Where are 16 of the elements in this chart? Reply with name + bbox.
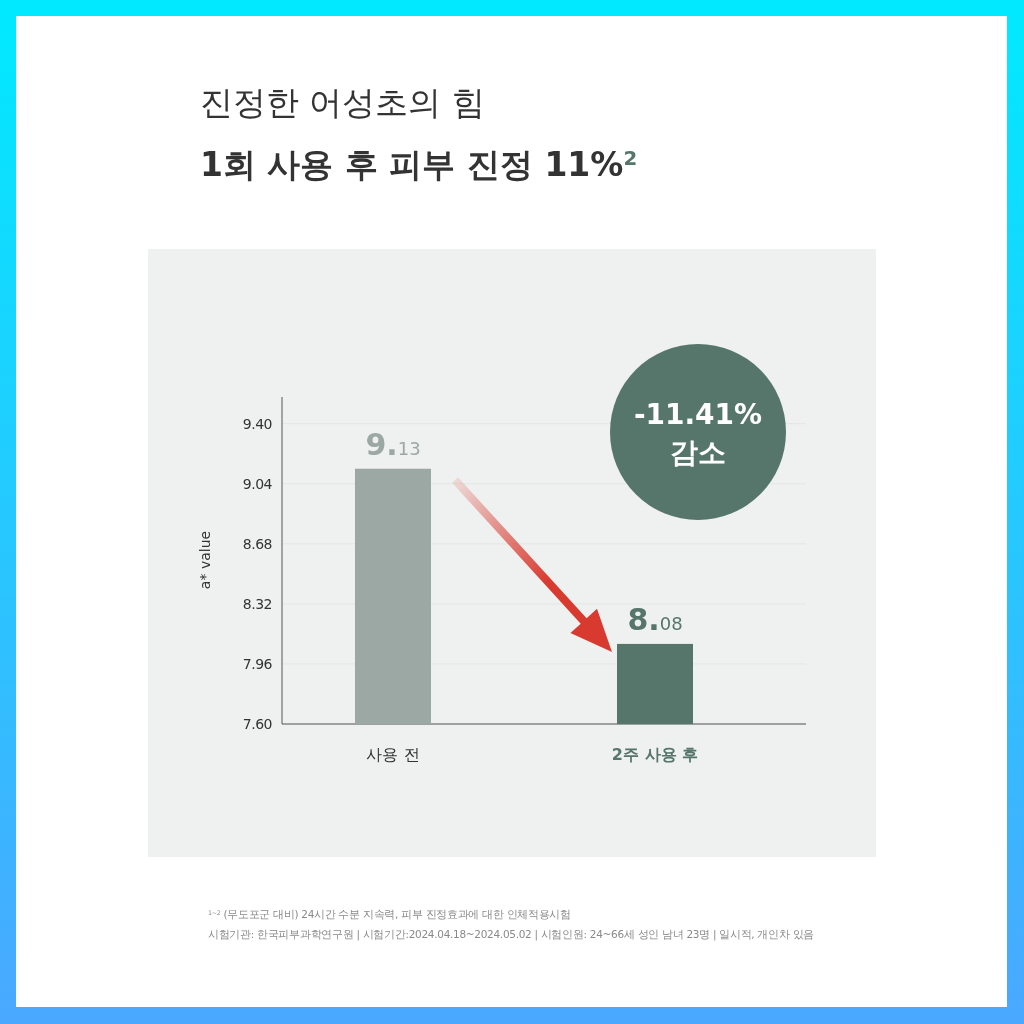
x-tick-label: 2주 사용 후	[611, 745, 699, 764]
data-label: 8.08	[627, 601, 683, 637]
text: 시험기관: 한국피부과학연구원 | 시험기간:2024.04.18~2024.05.02 | 시험인원: 24~66세 성인 남녀 23명 | 일시적, 개인차 있음	[208, 928, 815, 941]
y-tick-label: 8.32	[242, 595, 272, 612]
y-tick-label: 7.60	[242, 716, 272, 732]
y-axis-title: a* value	[197, 530, 213, 590]
y-tick-label: 9.40	[242, 415, 272, 432]
x-tick-label: 사용 전	[366, 745, 420, 764]
y-tick-label: 9.04	[242, 475, 273, 492]
chart-subtitle: 1회 사용 후 피부 진정 11%$^{2}$	[200, 145, 638, 184]
annotation: -11.41% 감소	[633, 398, 763, 469]
y-tick-label: 7.96	[242, 655, 273, 672]
y-tick-label: 8.68	[242, 535, 272, 552]
text: $^{1~2}$ (무도포군 대비) 24시간 수분 지속력, 피부 진정효과에 대한 인체적용시험	[208, 908, 571, 920]
chart-title: 진정한 어성초의 힘	[200, 83, 485, 122]
data-label: 9.13	[365, 426, 421, 462]
